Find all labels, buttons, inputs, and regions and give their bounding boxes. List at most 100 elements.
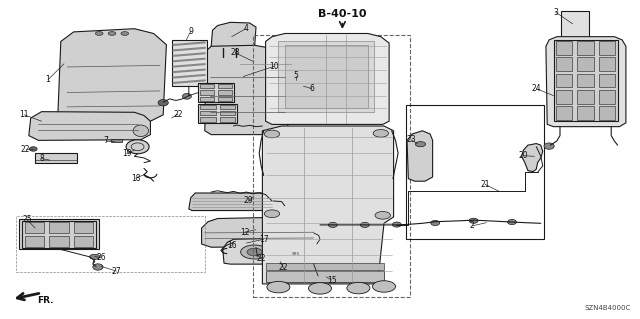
- Text: 3: 3: [553, 8, 558, 17]
- Ellipse shape: [360, 222, 369, 227]
- Ellipse shape: [392, 222, 401, 227]
- Bar: [218, 90, 232, 95]
- Text: 4: 4: [243, 24, 248, 33]
- Bar: [218, 84, 232, 88]
- Bar: [74, 235, 93, 247]
- Bar: [561, 11, 589, 41]
- Text: 6: 6: [309, 84, 314, 93]
- Bar: [599, 106, 615, 120]
- Ellipse shape: [308, 283, 332, 294]
- Text: 22: 22: [257, 254, 266, 263]
- Bar: [577, 106, 594, 120]
- Ellipse shape: [267, 281, 290, 293]
- Text: 23: 23: [406, 135, 416, 144]
- Bar: [599, 74, 615, 87]
- Ellipse shape: [328, 222, 337, 227]
- Text: 25: 25: [22, 215, 32, 224]
- Ellipse shape: [247, 248, 262, 256]
- Ellipse shape: [431, 220, 440, 226]
- Bar: [220, 117, 235, 122]
- Bar: [318, 276, 337, 283]
- Text: 7: 7: [103, 137, 108, 145]
- Bar: [74, 222, 93, 233]
- Bar: [556, 74, 572, 87]
- Text: 21: 21: [481, 180, 490, 189]
- Bar: [599, 57, 615, 71]
- Ellipse shape: [289, 248, 312, 259]
- Bar: [406, 105, 544, 239]
- Bar: [240, 53, 291, 83]
- Text: 16: 16: [227, 241, 237, 250]
- Text: 28: 28: [231, 48, 240, 57]
- Text: 22: 22: [173, 110, 182, 119]
- Text: 11: 11: [20, 110, 29, 119]
- Ellipse shape: [133, 125, 148, 137]
- Ellipse shape: [264, 130, 280, 138]
- Ellipse shape: [372, 281, 396, 292]
- Text: B-40-10: B-40-10: [318, 9, 367, 19]
- Ellipse shape: [373, 130, 388, 137]
- Bar: [200, 111, 216, 115]
- Bar: [200, 117, 216, 122]
- Bar: [556, 57, 572, 71]
- Ellipse shape: [508, 219, 516, 225]
- Bar: [19, 219, 99, 249]
- Bar: [556, 90, 572, 104]
- Bar: [556, 106, 572, 120]
- Ellipse shape: [182, 93, 191, 99]
- Text: 29: 29: [243, 197, 253, 205]
- Bar: [218, 97, 232, 101]
- Text: 8: 8: [39, 154, 44, 163]
- Text: 24: 24: [531, 84, 541, 93]
- Polygon shape: [58, 29, 166, 121]
- Ellipse shape: [90, 254, 100, 259]
- Text: 2: 2: [470, 221, 475, 230]
- Text: 26: 26: [96, 253, 106, 262]
- Text: 1: 1: [45, 75, 51, 84]
- Polygon shape: [223, 238, 333, 264]
- Bar: [198, 83, 234, 102]
- Bar: [49, 222, 69, 233]
- Bar: [200, 90, 214, 95]
- Ellipse shape: [241, 245, 269, 259]
- Bar: [599, 41, 615, 55]
- Ellipse shape: [264, 210, 280, 218]
- Text: 9: 9: [188, 27, 193, 36]
- Bar: [198, 104, 237, 123]
- Polygon shape: [189, 193, 275, 211]
- Ellipse shape: [375, 211, 390, 219]
- Bar: [266, 263, 384, 270]
- Bar: [22, 221, 96, 248]
- Polygon shape: [522, 144, 543, 172]
- Bar: [220, 111, 235, 115]
- Bar: [49, 235, 69, 247]
- Polygon shape: [205, 45, 288, 135]
- Polygon shape: [407, 131, 433, 181]
- Polygon shape: [262, 126, 394, 284]
- Bar: [278, 41, 374, 112]
- Ellipse shape: [298, 87, 306, 92]
- Polygon shape: [29, 112, 150, 140]
- Text: 17: 17: [259, 235, 269, 244]
- Bar: [577, 57, 594, 71]
- Bar: [200, 84, 214, 88]
- Ellipse shape: [121, 32, 129, 35]
- Bar: [577, 90, 594, 104]
- Text: 20: 20: [518, 151, 529, 160]
- Bar: [577, 41, 594, 55]
- Polygon shape: [266, 33, 389, 124]
- Ellipse shape: [268, 200, 278, 207]
- Bar: [35, 153, 77, 163]
- Text: 19: 19: [122, 149, 132, 158]
- Text: 5: 5: [293, 71, 298, 80]
- Text: 10: 10: [269, 62, 279, 71]
- Text: 12: 12: [240, 228, 249, 237]
- Text: 18: 18: [131, 174, 140, 182]
- Text: SRS: SRS: [292, 252, 300, 256]
- Text: 22: 22: [279, 263, 288, 272]
- Bar: [220, 105, 235, 109]
- Polygon shape: [202, 217, 317, 247]
- Bar: [253, 35, 410, 297]
- Ellipse shape: [415, 142, 426, 147]
- Text: 27: 27: [111, 267, 122, 276]
